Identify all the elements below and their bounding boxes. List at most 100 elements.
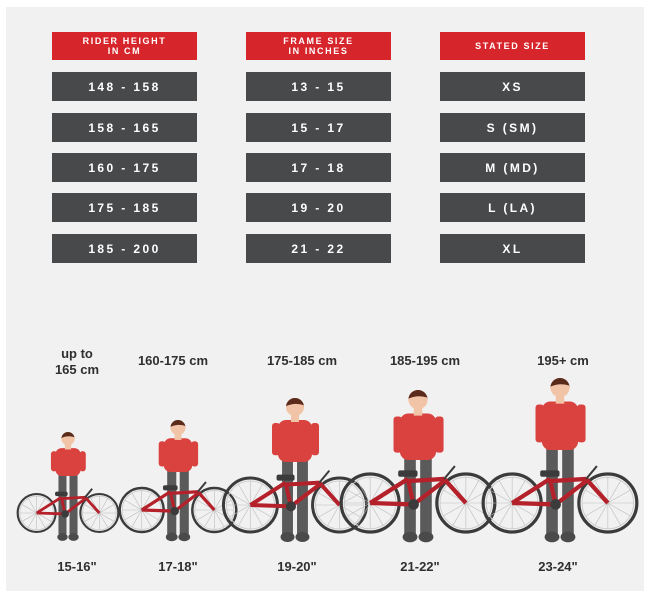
bike-spoke: [84, 512, 100, 522]
bike-spoke: [131, 492, 142, 511]
bike-spoke: [124, 499, 142, 511]
rider-arm: [158, 441, 166, 467]
bike-frame-label: 21-22": [400, 559, 440, 574]
bike-frame: [64, 497, 86, 516]
rider-leg: [179, 466, 189, 534]
bike-spoke: [197, 509, 215, 521]
bike-spoke: [327, 504, 340, 526]
cell-stated-size: L (LA): [440, 193, 585, 222]
rider-shirt: [278, 420, 312, 462]
bike-spoke: [347, 489, 371, 504]
bike-frame: [170, 490, 198, 496]
bike-frame: [84, 496, 101, 514]
rider-neck: [291, 414, 299, 422]
rider-arm: [191, 441, 199, 467]
cell-stated-size: M (MD): [440, 153, 585, 182]
bike-spoke: [229, 504, 251, 518]
bike-spoke: [36, 512, 46, 528]
rider-leg: [562, 444, 574, 534]
bike-spoke: [452, 502, 467, 526]
rider-arm: [50, 451, 58, 472]
bike-spoke: [607, 489, 631, 504]
bike-spoke: [607, 502, 621, 526]
cell-rider-height: 185 - 200: [52, 234, 197, 263]
bike-frame: [549, 476, 587, 484]
bike-frame: [554, 479, 588, 507]
rider-neck: [174, 433, 182, 440]
bike-frame: [140, 490, 172, 512]
bike-frame: [370, 500, 414, 507]
bike-spoke: [465, 502, 479, 526]
cell-rider-height: 175 - 185: [52, 193, 197, 222]
bike-spoke: [250, 504, 263, 526]
bike-spoke: [369, 502, 384, 526]
rider-arm: [393, 416, 402, 453]
bike-spoke: [21, 512, 37, 522]
bike-spoke: [499, 502, 513, 526]
bike-spoke: [214, 492, 225, 511]
bike-crank: [61, 510, 69, 518]
bike-spoke: [465, 480, 479, 504]
rider-shoe: [418, 531, 434, 543]
rider-shirt: [55, 448, 81, 476]
bike-wheel: [191, 486, 238, 534]
bike-handlebar: [585, 465, 598, 480]
bike-frame: [317, 481, 342, 507]
bike-spoke: [229, 492, 251, 506]
rider-height-label: 195+ cm: [537, 353, 589, 368]
rider-arm: [272, 423, 280, 456]
bike-frame: [510, 477, 552, 505]
rider-height-label: 175-185 cm: [266, 353, 338, 368]
bike-spoke: [204, 509, 215, 528]
chart-background: [6, 7, 644, 591]
rider-with-bike: [481, 378, 639, 543]
rider-shirt: [163, 438, 193, 472]
bike-wheel: [577, 472, 639, 534]
cell-stated-size: XL: [440, 234, 585, 263]
bike-frame-label: 15-16": [57, 559, 97, 574]
bike-spoke: [357, 502, 371, 526]
cell-frame-size: 15 - 17: [246, 113, 391, 142]
cell-rider-height: 158 - 165: [52, 113, 197, 142]
bike-crank: [170, 506, 179, 516]
bike-frame: [289, 483, 321, 508]
rider-arm: [577, 404, 586, 443]
cell-frame-size: 13 - 15: [246, 72, 391, 101]
header-stated-size: STATED SIZE: [440, 32, 585, 60]
bike-seat: [55, 491, 68, 497]
bike-frame: [249, 480, 287, 507]
bike-spoke: [318, 504, 340, 518]
rider-height-label: up to 165 cm: [54, 346, 100, 377]
bike-frame: [36, 511, 66, 516]
rider-with-bike: [16, 432, 120, 541]
bike-seat: [540, 470, 560, 477]
bike-frame: [512, 500, 556, 507]
bike-seat: [276, 474, 295, 481]
rider-height-label: 160-175 cm: [137, 353, 209, 368]
bike-crank: [285, 501, 296, 512]
header-rider-height: RIDER HEIGHT IN CM: [52, 32, 197, 60]
rider-shirt: [541, 401, 579, 450]
rider-arm: [435, 416, 444, 453]
bike-handlebar: [84, 488, 93, 498]
bike-frame: [196, 490, 216, 512]
rider-arm: [79, 451, 86, 472]
rider-hair: [550, 378, 570, 388]
bike-spoke: [214, 509, 225, 528]
rider-hair: [286, 398, 304, 407]
bike-spoke: [238, 504, 251, 526]
rider-neck: [413, 407, 423, 416]
rider-shoe: [165, 532, 178, 542]
bike-spoke: [607, 480, 621, 504]
rider-leg: [297, 456, 308, 534]
bike-frame: [173, 492, 199, 513]
rider-shoe: [544, 531, 560, 543]
bike-frame: [442, 477, 468, 505]
bike-frame-label: 23-24": [538, 559, 578, 574]
bike-spoke: [511, 502, 526, 526]
bike-spoke: [347, 502, 371, 517]
bike-spoke: [99, 512, 115, 522]
bike-spoke: [585, 502, 608, 517]
bike-frame: [368, 477, 410, 505]
